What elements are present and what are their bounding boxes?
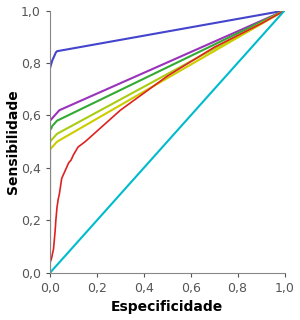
X-axis label: Especificidade: Especificidade: [111, 300, 224, 315]
Y-axis label: Sensibilidade: Sensibilidade: [6, 89, 20, 194]
